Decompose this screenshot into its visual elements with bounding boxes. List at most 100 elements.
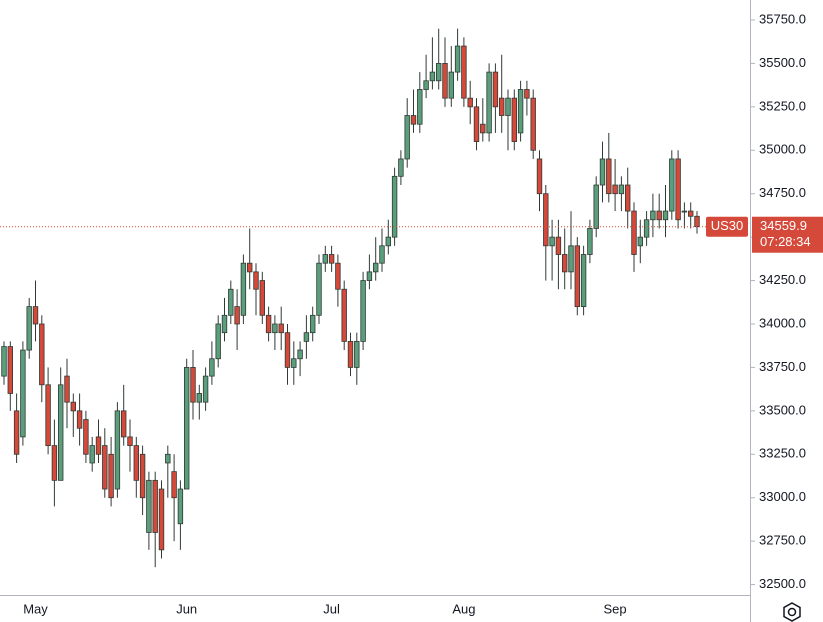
candle-body — [13, 410, 20, 455]
candle-body — [599, 158, 606, 186]
candle-body — [158, 488, 165, 551]
candle-body — [398, 158, 404, 177]
settings-hexagon[interactable] — [783, 602, 801, 622]
candle-body — [461, 45, 467, 99]
candle-body — [76, 410, 83, 429]
candle-body — [379, 245, 385, 264]
candle-body — [454, 45, 461, 73]
countdown-label: 07:28:34 — [760, 234, 811, 249]
candle-body — [354, 340, 360, 368]
candle-body — [404, 115, 410, 160]
candle-body — [234, 306, 240, 325]
candle-body — [171, 471, 177, 499]
candle-body — [631, 210, 637, 255]
candle-body — [7, 346, 13, 394]
candle-body — [253, 271, 259, 290]
candle-body — [669, 158, 675, 212]
candle-body — [688, 210, 694, 217]
candle-body — [152, 479, 158, 533]
y-tick-label: 34000.0 — [759, 315, 806, 330]
candle-body — [121, 410, 127, 438]
candle-body — [328, 254, 335, 264]
candle-body — [625, 184, 631, 212]
candle-body — [593, 184, 599, 229]
candle-body — [58, 384, 64, 481]
candle-body — [637, 236, 643, 247]
candle-body — [228, 288, 234, 316]
candle-body — [51, 445, 58, 481]
candle-body — [612, 184, 618, 195]
candle-body — [347, 340, 354, 368]
candle-body — [190, 367, 196, 403]
candle-body — [410, 115, 417, 125]
candle-body — [45, 384, 51, 446]
candle-body — [606, 158, 612, 195]
candle-body — [114, 410, 121, 490]
candle-body — [335, 262, 341, 290]
candle-body — [505, 97, 511, 116]
candle-body — [429, 71, 436, 82]
x-tick-label: Sep — [604, 601, 627, 616]
candle-body — [536, 158, 543, 195]
x-tick-label: Aug — [452, 601, 475, 616]
candle-body — [215, 323, 221, 360]
y-tick-label: 33000.0 — [759, 489, 806, 504]
settings-center[interactable] — [787, 607, 797, 617]
candle-body — [467, 97, 473, 108]
candle-body — [543, 193, 549, 247]
candle-body — [316, 262, 322, 316]
candle-body — [64, 375, 70, 403]
candle-body — [26, 306, 32, 351]
candle-body — [202, 375, 209, 403]
candle-body — [240, 262, 247, 316]
candle-body — [183, 367, 190, 490]
candle-body — [372, 262, 379, 273]
candle-body — [473, 106, 480, 142]
candle-body — [272, 323, 278, 334]
candle-body — [89, 445, 95, 464]
candle-body — [1, 346, 7, 377]
candle-body — [650, 210, 656, 221]
y-tick-label: 33750.0 — [759, 359, 806, 374]
candle-body — [442, 63, 448, 99]
y-tick-label: 33500.0 — [759, 402, 806, 417]
y-tick-label: 35250.0 — [759, 98, 806, 113]
candle-body — [265, 314, 272, 334]
candle-body — [486, 71, 492, 134]
candle-body — [549, 236, 555, 247]
candle-body — [517, 89, 524, 134]
candle-body — [70, 401, 76, 412]
candle-body — [297, 349, 303, 360]
candle-body — [492, 71, 499, 108]
candle-body — [20, 349, 26, 438]
candle-body — [278, 323, 284, 334]
candle-body — [435, 63, 442, 82]
settings-icon[interactable] — [783, 602, 801, 622]
candle-body — [524, 89, 530, 99]
symbol-badge — [706, 216, 748, 237]
candle-body — [291, 358, 297, 368]
candle-body — [580, 254, 587, 308]
candle-body — [102, 445, 108, 490]
candle-body — [530, 97, 536, 151]
candle-body — [448, 71, 454, 99]
candle-body — [259, 280, 265, 316]
candle-body — [284, 332, 291, 368]
candle-body — [133, 445, 139, 481]
candle-body — [246, 262, 253, 273]
y-tick-label: 35000.0 — [759, 142, 806, 157]
candle-body — [643, 219, 650, 238]
candle-body — [662, 210, 669, 221]
y-tick-label: 35500.0 — [759, 55, 806, 70]
candle-body — [303, 332, 310, 342]
candle-body — [385, 236, 391, 247]
candle-body — [423, 80, 429, 90]
candle-body — [196, 393, 202, 403]
last-price-label: 34559.9 — [760, 218, 807, 233]
candle-body — [587, 228, 593, 255]
y-tick-label: 34750.0 — [759, 185, 806, 200]
candle-body — [498, 97, 505, 116]
